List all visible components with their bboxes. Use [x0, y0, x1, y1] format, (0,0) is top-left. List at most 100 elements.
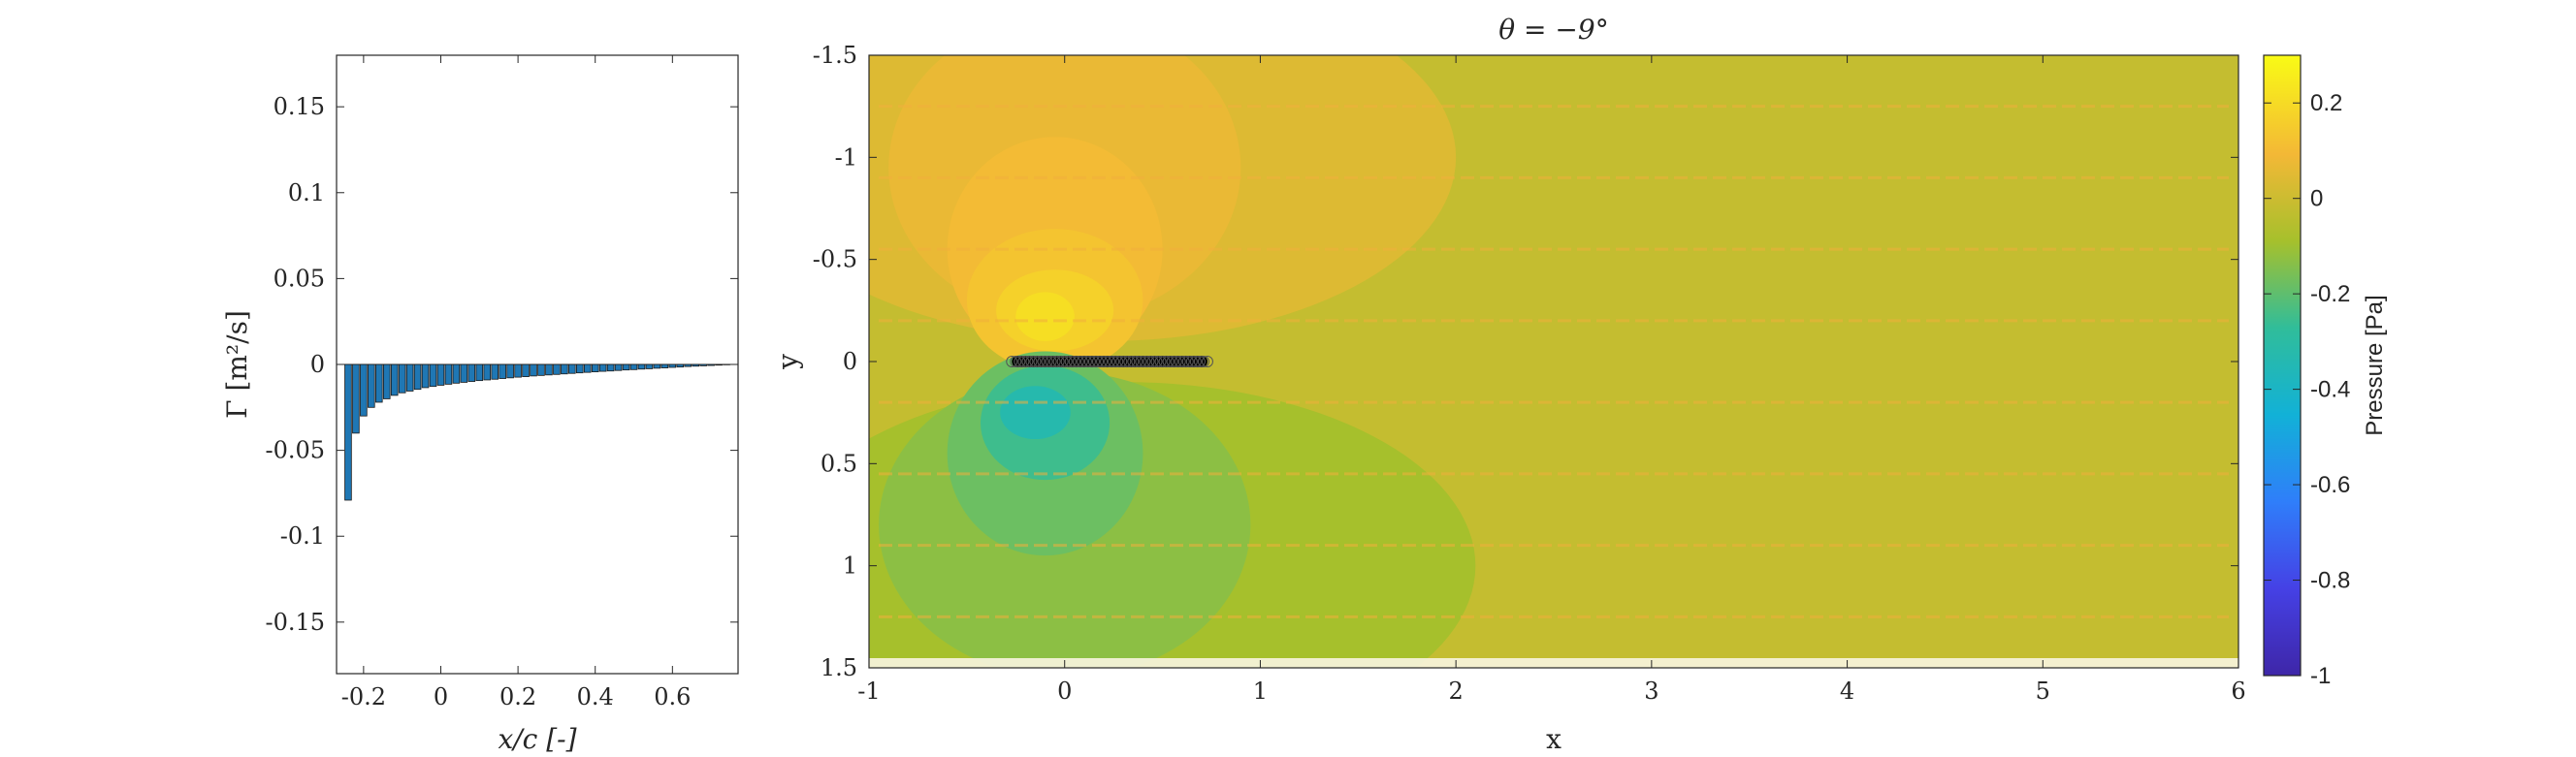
bar-y-tick-label: -0.1: [280, 522, 325, 550]
bar: [583, 363, 592, 373]
bar: [421, 363, 430, 389]
bar: [653, 363, 661, 369]
pressure-field-plot: -1 0 1 2 3 4 5 6 -1.5 -1 -0.5 0 0.5 1 1.5 θ = −9° x y: [772, 14, 2246, 755]
plate-panel-marker: [1033, 356, 1046, 367]
plate-panel-marker: [1014, 356, 1026, 367]
bar: [452, 363, 461, 384]
field-y-tick-label: -1.5: [813, 42, 857, 69]
plate-panel-marker: [1045, 356, 1057, 367]
field-title: θ = −9°: [1498, 14, 1608, 46]
bar-x-tick-label: 0.4: [577, 683, 614, 710]
bar: [699, 363, 707, 366]
bar: [413, 363, 422, 391]
bar: [460, 363, 468, 383]
bar-y-tick-label: 0.15: [274, 93, 325, 120]
field-y-tick-label: 1.5: [821, 654, 857, 681]
plate-panel-marker: [1072, 356, 1084, 367]
plate-panel-marker: [1143, 356, 1155, 367]
plate-panel-marker: [1017, 356, 1030, 367]
bar: [514, 363, 522, 378]
bar-y-axis-label: Γ [m²/s]: [221, 310, 253, 419]
plate-panel-marker: [1108, 356, 1120, 367]
flat-plate-panels: [1006, 356, 1213, 367]
bar-x-tick-label: 0.2: [499, 683, 536, 710]
colorbar-label: Pressure [Pa]: [2362, 295, 2388, 435]
bar: [568, 363, 576, 374]
colorbar-gradient: [2263, 54, 2302, 677]
field-y-tick-label: 0.5: [821, 450, 857, 477]
field-y-tick-label: 0: [843, 348, 857, 375]
plate-panel-marker: [1068, 356, 1080, 367]
bar-y-tick-label: 0: [310, 351, 325, 378]
plate-panel-marker: [1010, 356, 1022, 367]
bar: [545, 363, 553, 376]
bar: [429, 363, 437, 388]
field-x-tick-label: 0: [1057, 678, 1072, 705]
bar: [598, 363, 607, 372]
bar: [499, 363, 506, 379]
bar-x-tick-label: 0.6: [654, 683, 691, 710]
field-x-tick-label: 4: [1840, 678, 1854, 705]
bar-y-tick-label: -0.05: [265, 437, 325, 464]
field-y-axis-label: y: [772, 354, 804, 370]
bar: [444, 363, 453, 385]
plate-panel-marker: [1131, 356, 1143, 367]
bar: [606, 363, 615, 372]
bar: [668, 363, 677, 368]
plate-panel-marker: [1162, 356, 1175, 367]
plate-panel-marker: [1087, 356, 1100, 367]
plate-panel-marker: [1201, 356, 1213, 367]
bar: [660, 363, 669, 368]
bar: [715, 363, 723, 366]
bar: [506, 363, 514, 379]
field-x-tick-label: 5: [2036, 678, 2050, 705]
field-x-tick-label: 6: [2231, 678, 2245, 705]
bar-x-ticks: -0.2 0 0.2 0.4 0.6: [341, 55, 691, 710]
bar: [375, 363, 383, 403]
bar: [684, 363, 692, 367]
velocity-vector-row-bottom: [869, 658, 2238, 668]
plate-panel-marker: [1127, 356, 1140, 367]
pressure-colorbar: -1 -0.8 -0.6 -0.4 -0.2 0 0.2 Pressure [Pa]: [2263, 54, 2388, 689]
plate-panel-marker: [1177, 356, 1190, 367]
bar-x-tick-label: 0: [434, 683, 448, 710]
bar: [553, 363, 561, 375]
bar: [344, 363, 352, 501]
plate-panel-marker: [1104, 356, 1116, 367]
plate-panel-marker: [1092, 356, 1105, 367]
plate-panel-marker: [1123, 356, 1136, 367]
bar: [483, 363, 492, 381]
bar: [382, 363, 391, 399]
bar: [491, 363, 499, 380]
plate-panel-marker: [1166, 356, 1178, 367]
plate-panel-marker: [1006, 356, 1018, 367]
bar: [561, 363, 568, 375]
plate-panel-marker: [1119, 356, 1132, 367]
plate-panel-marker: [1029, 356, 1042, 367]
bar: [537, 363, 545, 376]
plate-panel-marker: [1083, 356, 1096, 367]
plate-panel-marker: [1037, 356, 1049, 367]
plate-panel-marker: [1197, 356, 1209, 367]
field-x-tick-label: 3: [1644, 678, 1658, 705]
bar-y-tick-label: 0.1: [288, 179, 325, 206]
bar: [352, 363, 360, 434]
plate-panel-marker: [1076, 356, 1088, 367]
velocity-vectors: [869, 105, 2238, 668]
plate-panel-marker: [1048, 356, 1061, 367]
colorbar-tick-label: 0: [2310, 186, 2323, 212]
bar-y-ticks: -0.15 -0.1 -0.05 0 0.05 0.1 0.15: [265, 93, 738, 636]
colorbar-ticks: -1 -0.8 -0.6 -0.4 -0.2 0 0.2: [2264, 90, 2350, 689]
plate-panel-marker: [1154, 356, 1167, 367]
bar: [436, 363, 445, 386]
bar-y-tick-label: 0.05: [274, 265, 325, 292]
plate-panel-marker: [1060, 356, 1073, 367]
plate-panel-marker: [1079, 356, 1092, 367]
bar: [645, 363, 654, 369]
bar-y-tick-label: -0.15: [265, 609, 325, 636]
plate-panel-marker: [1185, 356, 1198, 367]
plate-panel-marker: [1135, 356, 1147, 367]
plate-panel-marker: [1170, 356, 1182, 367]
bar: [622, 363, 630, 371]
